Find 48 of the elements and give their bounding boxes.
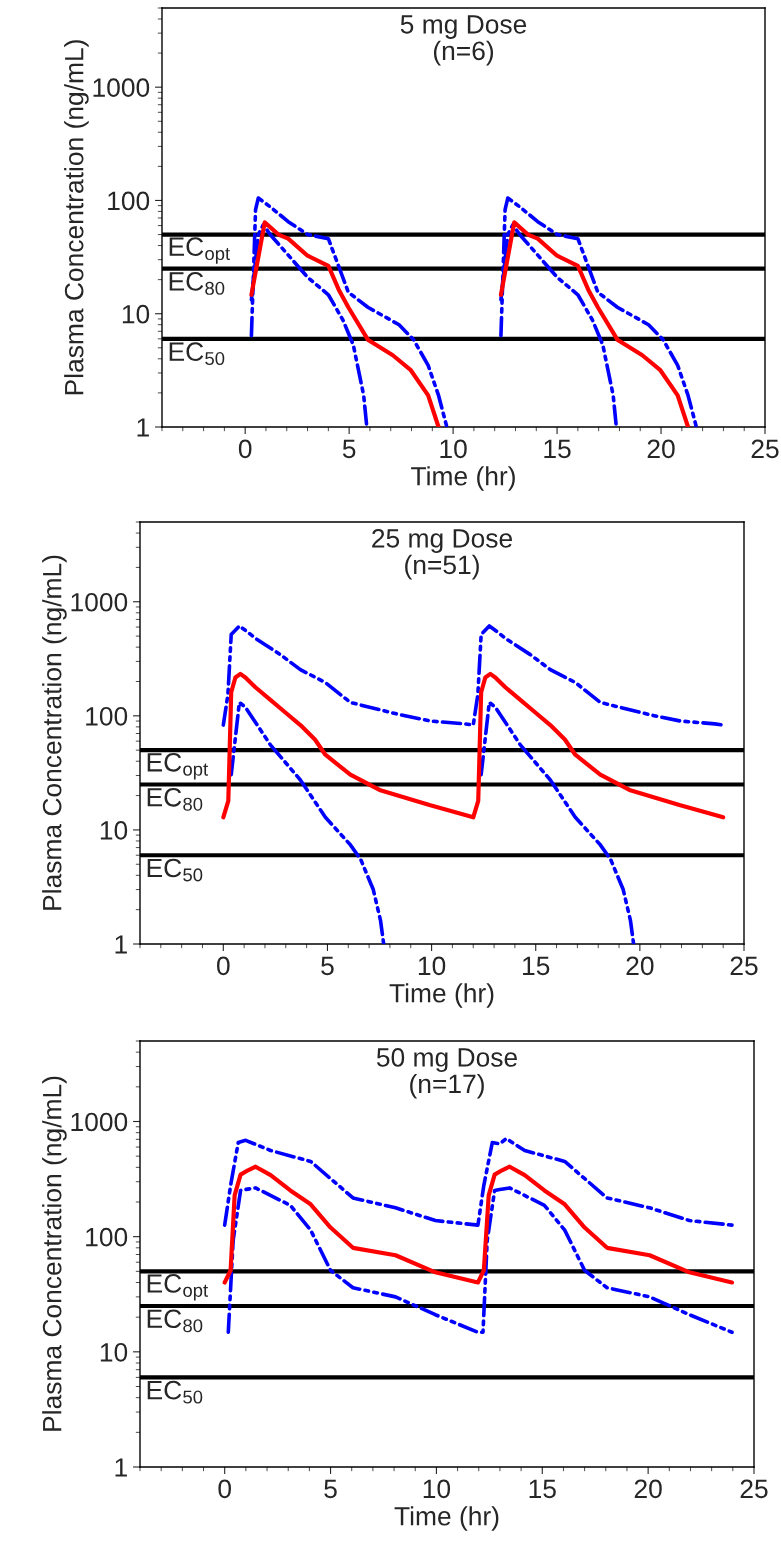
y-tick-label: 10 xyxy=(122,304,150,324)
x-tick-label: 25 xyxy=(730,956,758,976)
ref-line-label: EC$_{opt}$ xyxy=(169,237,230,264)
x-tick-label: 5 xyxy=(324,1479,337,1499)
x-axis-title: Time (hr) xyxy=(411,466,515,491)
ref-line-label: EC$_{50}$ xyxy=(147,858,203,882)
x-tick-label: 15 xyxy=(523,956,550,976)
y-tick-label: 1000 xyxy=(71,592,128,612)
text: 25 mg Dose (n=51) xyxy=(372,529,512,580)
y-axis-title: Plasma Concentration (ng/mL) xyxy=(42,555,67,910)
x-tick-label: 10 xyxy=(423,1479,451,1499)
x-tick-label: 5 xyxy=(321,956,334,976)
text: 50 mg Dose (n=17) xyxy=(376,1048,517,1099)
x-tick-label: 0 xyxy=(218,1479,231,1499)
x-tick-label: 10 xyxy=(440,439,467,459)
ref-line-label: EC$_{80}$ xyxy=(147,787,203,811)
y-tick-label: 1 xyxy=(137,418,149,437)
x-tick-label: 15 xyxy=(544,439,571,459)
ref-line-label: EC$_{50}$ xyxy=(169,342,225,366)
y-tick-label: 10 xyxy=(100,821,128,840)
y-tick-label: 100 xyxy=(108,191,150,211)
y-tick-label: 1000 xyxy=(71,1112,128,1132)
y-tick-label: 100 xyxy=(86,1227,128,1247)
y-tick-label: 100 xyxy=(86,706,128,726)
y-tick-label: 1 xyxy=(115,935,127,954)
x-axis-title: Time (hr) xyxy=(394,1506,499,1531)
x-tick-label: 20 xyxy=(647,439,675,459)
x-tick-label: 5 xyxy=(342,439,356,459)
ref-line-label: EC$_{opt}$ xyxy=(147,752,208,780)
ref-line-label: EC$_{80}$ xyxy=(169,272,225,295)
y-tick-label: 10 xyxy=(100,1342,128,1362)
text: 5 mg Dose (n=6) xyxy=(400,15,527,66)
x-tick-label: 10 xyxy=(418,956,446,976)
y-axis-title: Plasma Concentration (ng/mL) xyxy=(64,40,89,395)
ref-line-label: EC$_{80}$ xyxy=(147,1309,203,1333)
ref-line-label: EC$_{50}$ xyxy=(147,1380,203,1404)
x-tick-label: 20 xyxy=(626,956,654,976)
x-tick-label: 15 xyxy=(529,1479,556,1499)
x-tick-label: 20 xyxy=(634,1479,662,1499)
x-tick-label: 0 xyxy=(217,956,230,976)
x-tick-label: 25 xyxy=(740,1479,768,1499)
x-tick-label: 25 xyxy=(751,439,779,459)
x-tick-label: 0 xyxy=(238,439,252,459)
x-axis-title: Time (hr) xyxy=(389,983,494,1008)
ref-line-label: EC$_{opt}$ xyxy=(147,1274,208,1301)
y-tick-label: 1 xyxy=(115,1458,127,1477)
y-axis-title: Plasma Concentration (ng/mL) xyxy=(42,1076,67,1431)
y-tick-label: 1000 xyxy=(93,78,150,97)
